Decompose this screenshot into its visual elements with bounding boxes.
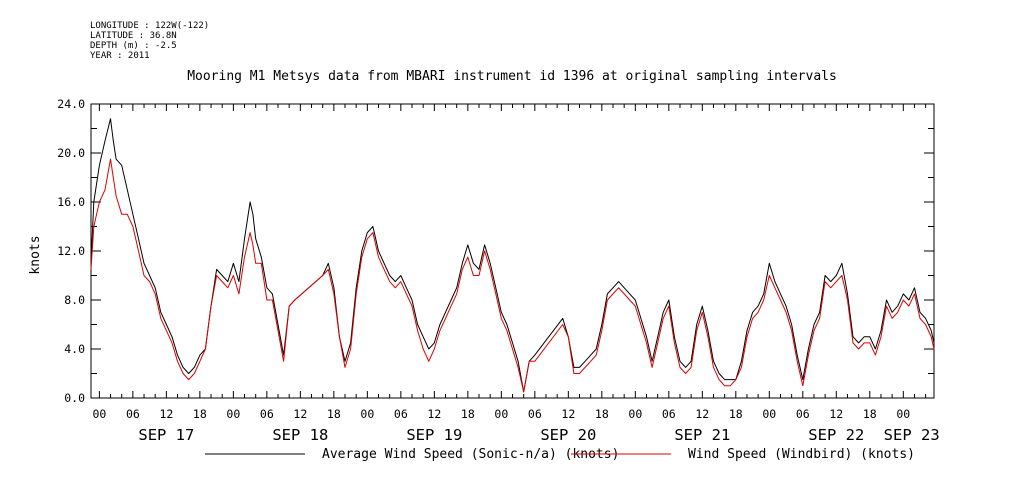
x-hour-label: 06 xyxy=(796,407,810,421)
x-day-label: SEP 21 xyxy=(674,426,730,444)
x-hour-label: 00 xyxy=(896,407,910,421)
chart-title: Mooring M1 Metsys data from MBARI instru… xyxy=(187,69,837,84)
y-tick-label: 12.0 xyxy=(57,244,85,258)
x-hour-label: 00 xyxy=(628,407,642,421)
depth-label: DEPTH (m) : -2.5 xyxy=(90,41,177,51)
x-hour-label: 06 xyxy=(126,407,140,421)
y-tick-label: 20.0 xyxy=(57,146,85,160)
longitude-label: LONGITUDE : 122W(-122) xyxy=(90,21,210,31)
legend: Average Wind Speed (Sonic-n/a) (knots) W… xyxy=(205,447,915,462)
series-line-average-wind xyxy=(90,118,935,393)
x-hour-label: 18 xyxy=(729,407,743,421)
x-day-label: SEP 18 xyxy=(272,426,328,444)
x-hour-label: 00 xyxy=(494,407,508,421)
y-axis-label: knots xyxy=(28,235,43,274)
series-line-windbird xyxy=(90,158,935,393)
legend-label-windbird: Wind Speed (Windbird) (knots) xyxy=(688,447,915,462)
x-hour-label: 00 xyxy=(360,407,374,421)
x-hour-label: 18 xyxy=(461,407,475,421)
x-hour-label: 06 xyxy=(662,407,676,421)
mooring-metadata: LONGITUDE : 122W(-122) LATITUDE : 36.8N … xyxy=(90,21,209,61)
x-hour-label: 12 xyxy=(829,407,843,421)
y-tick-label: 4.0 xyxy=(64,342,85,356)
x-hour-label: 12 xyxy=(427,407,441,421)
x-hour-label: 06 xyxy=(394,407,408,421)
x-hour-label: 18 xyxy=(327,407,341,421)
x-day-label: SEP 19 xyxy=(406,426,462,444)
series-lines xyxy=(90,118,935,393)
x-hour-label: 06 xyxy=(528,407,542,421)
x-hour-label: 00 xyxy=(762,407,776,421)
x-hour-label: 00 xyxy=(226,407,240,421)
y-tick-label: 24.0 xyxy=(57,97,85,111)
x-day-label: SEP 17 xyxy=(138,426,194,444)
x-day-label: SEP 22 xyxy=(808,426,864,444)
x-hour-label: 12 xyxy=(293,407,307,421)
legend-label-average-wind: Average Wind Speed (Sonic-n/a) (knots) xyxy=(322,447,619,462)
x-hour-label: 06 xyxy=(260,407,274,421)
x-hour-label: 18 xyxy=(595,407,609,421)
y-tick-label: 0.0 xyxy=(64,391,85,405)
latitude-label: LATITUDE : 36.8N xyxy=(90,31,177,41)
x-hour-label: 00 xyxy=(92,407,106,421)
x-hour-label: 12 xyxy=(695,407,709,421)
x-hour-label: 18 xyxy=(863,407,877,421)
axis-ticks: 0.0 4.0 8.0 12.0 16.0 20.0 24.0 00 06 12 18 00 06 12 1… xyxy=(57,97,939,444)
y-tick-label: 16.0 xyxy=(57,195,85,209)
x-hour-label: 12 xyxy=(561,407,575,421)
x-hour-label: 18 xyxy=(193,407,207,421)
x-hour-label: 12 xyxy=(159,407,173,421)
x-day-label: SEP 23 xyxy=(884,426,940,444)
x-day-label: SEP 20 xyxy=(540,426,596,444)
y-tick-label: 8.0 xyxy=(64,293,85,307)
year-label: YEAR : 2011 xyxy=(90,51,150,61)
